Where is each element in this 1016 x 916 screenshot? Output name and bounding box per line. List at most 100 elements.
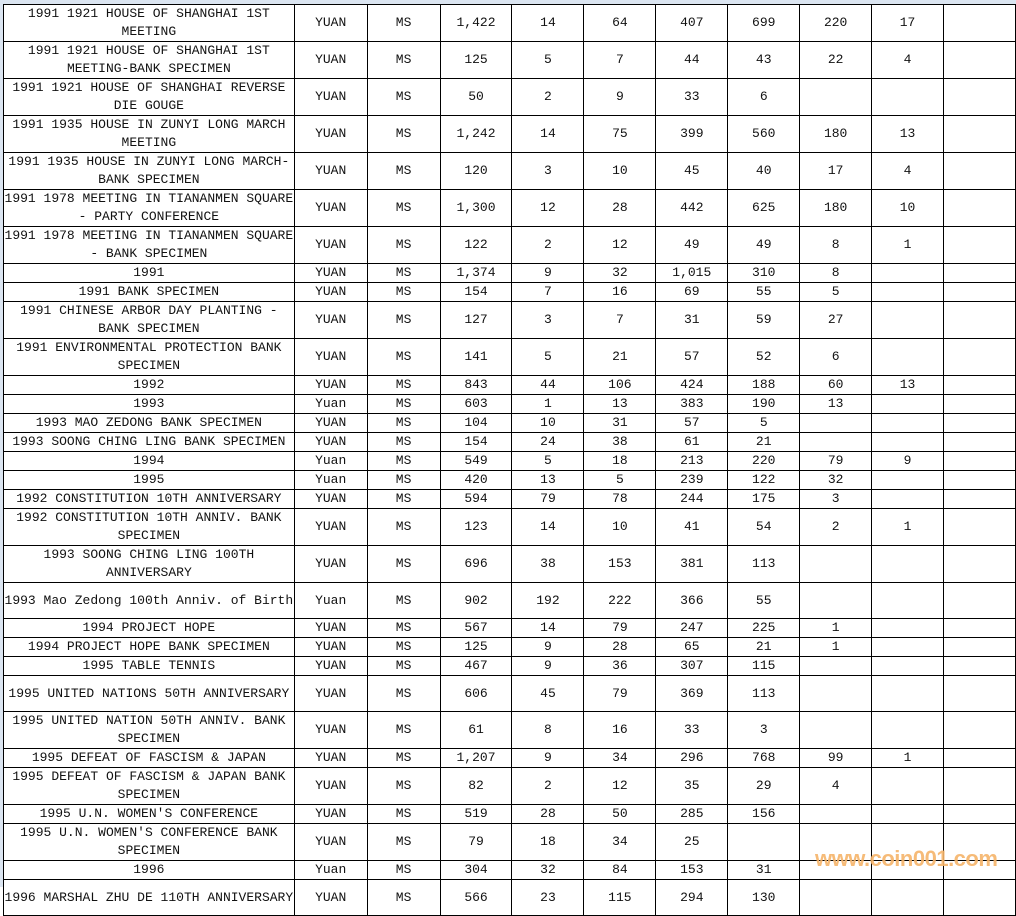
cell-count[interactable] [871,823,945,861]
cell-count[interactable]: 79 [583,675,657,712]
cell-count[interactable] [943,152,1016,190]
cell-count[interactable]: 222 [583,582,657,619]
cell-count[interactable] [727,823,801,861]
cell-unit[interactable]: Yuan [293,470,368,490]
cell-count[interactable] [871,656,945,676]
cell-count[interactable]: 10 [583,508,657,546]
cell-count[interactable]: 28 [583,189,657,227]
cell-count[interactable]: 296 [655,748,729,768]
cell-count[interactable]: 13 [871,115,945,153]
cell-count[interactable]: 50 [439,78,513,116]
cell-count[interactable]: 99 [799,748,873,768]
cell-count[interactable] [943,78,1016,116]
cell-count[interactable]: 24 [511,432,585,452]
cell-unit[interactable]: Yuan [293,451,368,471]
cell-count[interactable]: 61 [655,432,729,452]
cell-count[interactable] [943,748,1016,768]
cell-count[interactable]: 115 [727,656,801,676]
cell-count[interactable]: 122 [727,470,801,490]
cell-count[interactable]: 9 [583,78,657,116]
cell-unit[interactable]: YUAN [293,263,368,283]
cell-count[interactable]: 424 [655,375,729,395]
cell-grade[interactable]: MS [366,675,441,712]
cell-count[interactable]: 175 [727,489,801,509]
cell-count[interactable]: 381 [655,545,729,583]
cell-grade[interactable]: MS [366,804,441,824]
cell-count[interactable]: 153 [583,545,657,583]
cell-count[interactable]: 519 [439,804,513,824]
cell-coin-name[interactable]: 1993 SOONG CHING LING BANK SPECIMEN [3,432,295,452]
cell-count[interactable]: 2 [511,226,585,264]
cell-count[interactable]: 78 [583,489,657,509]
cell-count[interactable] [799,582,873,619]
cell-count[interactable]: 36 [583,656,657,676]
cell-count[interactable]: 9 [871,451,945,471]
cell-unit[interactable]: YUAN [293,637,368,657]
cell-count[interactable]: 79 [583,618,657,638]
cell-count[interactable]: 65 [655,637,729,657]
cell-count[interactable] [799,656,873,676]
cell-coin-name[interactable]: 1992 [3,375,295,395]
cell-count[interactable]: 23 [511,879,585,916]
cell-count[interactable]: 625 [727,189,801,227]
cell-count[interactable]: 115 [583,879,657,916]
cell-count[interactable]: 41 [655,508,729,546]
cell-coin-name[interactable]: 1995 [3,470,295,490]
cell-coin-name[interactable]: 1995 U.N. WOMEN'S CONFERENCE BANK SPECIM… [3,823,295,861]
cell-count[interactable] [943,637,1016,657]
cell-count[interactable]: 307 [655,656,729,676]
cell-count[interactable]: 79 [511,489,585,509]
cell-count[interactable] [943,413,1016,433]
cell-count[interactable] [943,470,1016,490]
cell-count[interactable]: 59 [727,301,801,339]
cell-coin-name[interactable]: 1991 1921 HOUSE OF SHANGHAI 1ST MEETING-… [3,41,295,79]
cell-count[interactable]: 130 [727,879,801,916]
cell-count[interactable]: 244 [655,489,729,509]
cell-count[interactable]: 2 [511,78,585,116]
cell-count[interactable]: 13 [511,470,585,490]
cell-grade[interactable]: MS [366,656,441,676]
cell-grade[interactable]: MS [366,637,441,657]
cell-count[interactable]: 407 [655,4,729,42]
cell-count[interactable]: 106 [583,375,657,395]
cell-count[interactable]: 310 [727,263,801,283]
cell-count[interactable]: 14 [511,115,585,153]
cell-count[interactable]: 25 [655,823,729,861]
cell-count[interactable] [943,375,1016,395]
cell-count[interactable]: 3 [511,152,585,190]
cell-count[interactable]: 1 [799,618,873,638]
cell-count[interactable]: 1,207 [439,748,513,768]
cell-grade[interactable]: MS [366,711,441,749]
cell-grade[interactable]: MS [366,413,441,433]
cell-count[interactable] [799,823,873,861]
cell-count[interactable]: 27 [799,301,873,339]
cell-count[interactable]: 1 [511,394,585,414]
cell-count[interactable] [871,489,945,509]
cell-count[interactable]: 82 [439,767,513,805]
cell-count[interactable]: 104 [439,413,513,433]
cell-unit[interactable]: YUAN [293,115,368,153]
cell-grade[interactable]: MS [366,115,441,153]
cell-coin-name[interactable]: 1991 1921 HOUSE OF SHANGHAI REVERSE DIE … [3,78,295,116]
cell-count[interactable]: 17 [799,152,873,190]
cell-count[interactable]: 154 [439,282,513,302]
cell-count[interactable]: 31 [583,413,657,433]
cell-count[interactable]: 7 [511,282,585,302]
cell-count[interactable]: 5 [727,413,801,433]
cell-count[interactable]: 31 [655,301,729,339]
cell-count[interactable] [871,582,945,619]
cell-count[interactable] [871,338,945,376]
cell-count[interactable] [799,413,873,433]
cell-count[interactable]: 3 [727,711,801,749]
cell-count[interactable] [871,618,945,638]
cell-count[interactable]: 49 [727,226,801,264]
cell-count[interactable]: 902 [439,582,513,619]
cell-count[interactable]: 467 [439,656,513,676]
cell-count[interactable]: 566 [439,879,513,916]
cell-count[interactable] [871,301,945,339]
cell-unit[interactable]: YUAN [293,879,368,916]
cell-count[interactable]: 17 [871,4,945,42]
cell-grade[interactable]: MS [366,263,441,283]
cell-unit[interactable]: Yuan [293,582,368,619]
cell-count[interactable]: 122 [439,226,513,264]
